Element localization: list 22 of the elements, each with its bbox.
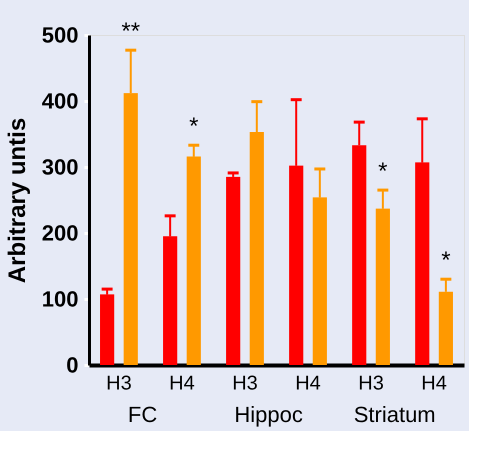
bar (226, 176, 240, 365)
data-label: * (441, 247, 451, 274)
x-tick-label: H4 (295, 372, 321, 394)
y-tick-label: 200 (42, 220, 78, 246)
text: Striatum (354, 402, 436, 427)
y-tick-label: 300 (42, 154, 78, 180)
x-tick-label: H3 (106, 372, 132, 394)
data-label: * (189, 113, 198, 140)
x-tick-label: H4 (169, 372, 195, 394)
y-axis-title: Arbitrary untis (4, 118, 31, 284)
text: FC (128, 402, 158, 427)
text: Hippoc (234, 402, 303, 427)
data-label: ** (121, 18, 140, 46)
y-tick-label: 400 (42, 88, 78, 114)
data-label: * (378, 158, 388, 186)
y-tick-label: 500 (42, 22, 78, 48)
y-tick-label: 0 (66, 352, 78, 378)
x-tick-label: H4 (421, 372, 447, 394)
y-tick-label: 100 (42, 286, 78, 312)
bar (100, 294, 114, 365)
x-tick-label: H3 (232, 372, 258, 394)
x-tick-label: H3 (358, 372, 384, 394)
